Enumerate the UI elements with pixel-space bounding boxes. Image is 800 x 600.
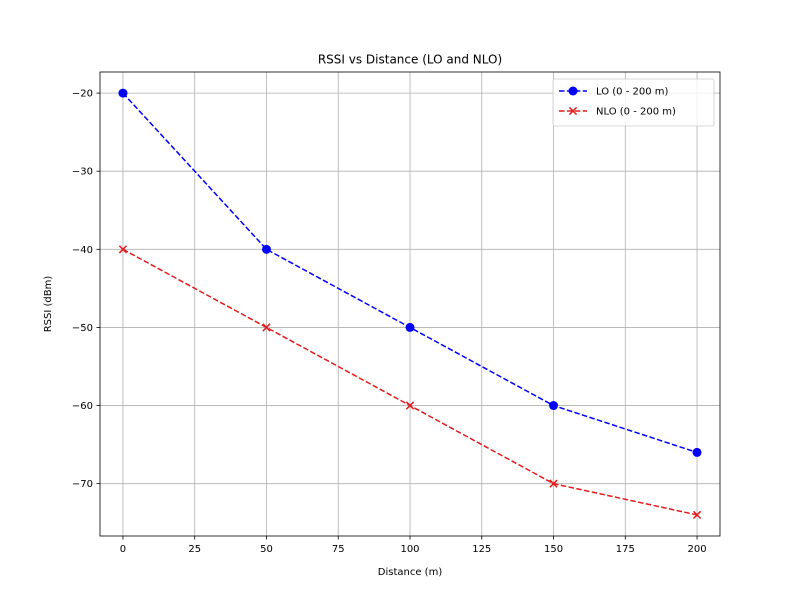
y-axis-title: RSSI (dBm) <box>43 276 54 333</box>
x-tick-label: 150 <box>544 544 563 555</box>
legend-marker <box>568 106 578 116</box>
x-tick-label: 75 <box>332 544 345 555</box>
x-tick-label: 175 <box>616 544 635 555</box>
series-0-point <box>261 244 271 254</box>
series-1-point <box>405 401 415 410</box>
y-tick-label: −30 <box>72 167 93 178</box>
series-0-point <box>405 322 415 332</box>
y-tick-label: −20 <box>72 89 93 100</box>
y-tick-label: −70 <box>72 479 93 490</box>
chart-title: RSSI vs Distance (LO and NLO) <box>318 53 502 67</box>
x-tick-label: 0 <box>120 544 126 555</box>
y-tick-label: −60 <box>72 401 93 412</box>
y-tick-label: −50 <box>72 323 93 334</box>
x-tick-label: 25 <box>188 544 201 555</box>
legend-box <box>552 78 715 127</box>
x-axis-title: Distance (m) <box>378 567 443 578</box>
y-tick-label: −40 <box>72 245 93 256</box>
series-0-point <box>549 401 559 411</box>
series-1-point <box>118 245 128 254</box>
series-0-point <box>118 88 128 98</box>
series-0-point <box>692 447 702 457</box>
legend-label: LO (0 - 200 m) <box>596 87 669 98</box>
series-1-point <box>549 479 558 488</box>
x-tick-label: 50 <box>260 544 273 555</box>
legend: LO (0 - 200 m) NLO (0 - 200 m) <box>552 78 715 127</box>
x-tick-label: 100 <box>400 544 419 555</box>
plot-area: 0 25 50 75 100 125 150 175 200 −20 −30 −40 −50 −60 −70… <box>72 71 721 555</box>
legend-marker <box>568 86 578 96</box>
series-1-point <box>262 323 271 332</box>
x-tick-label: 200 <box>687 544 706 555</box>
x-tick-label: 125 <box>472 544 491 555</box>
legend-label: NLO (0 - 200 m) <box>596 107 676 118</box>
series-1-point <box>692 510 702 520</box>
